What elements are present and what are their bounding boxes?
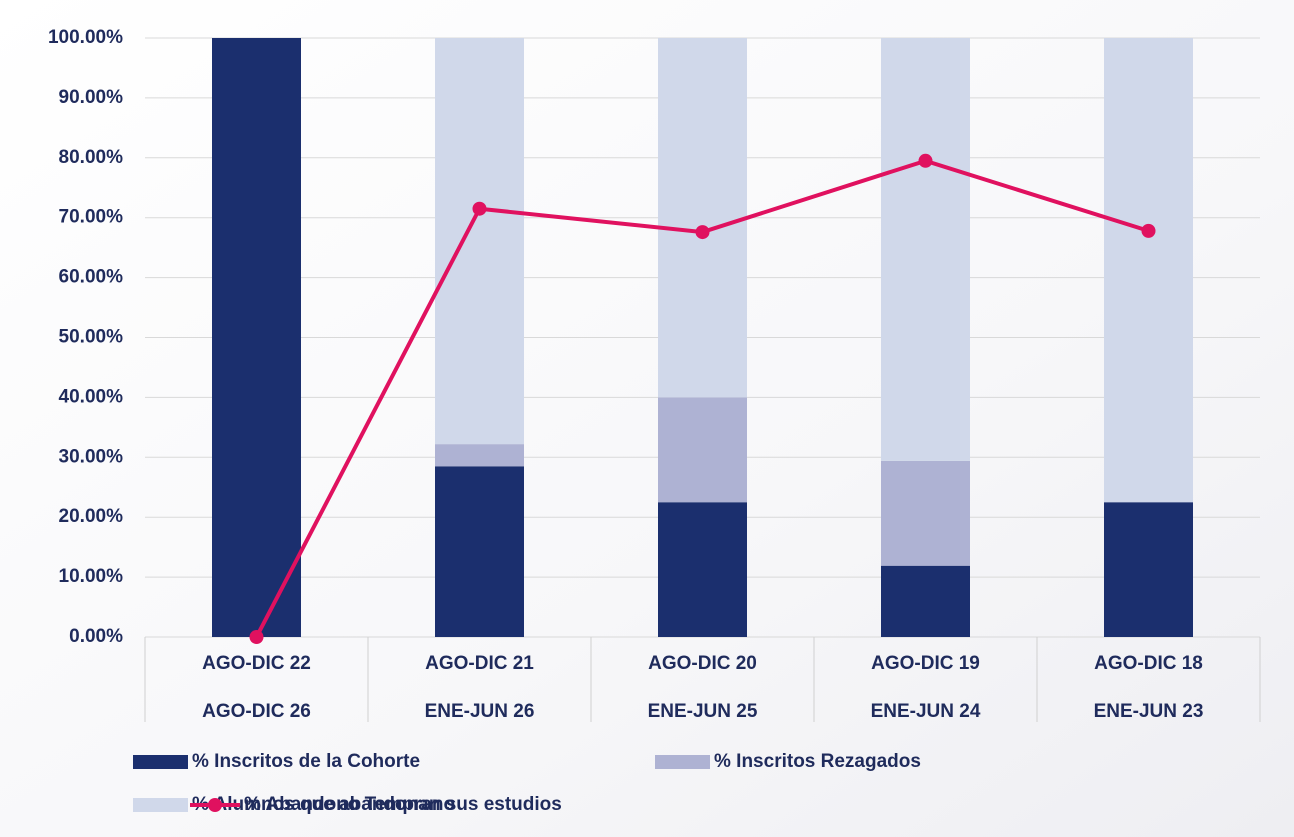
bar-segment <box>1104 502 1193 637</box>
legend-label: % Abandono Temprano <box>244 794 455 815</box>
line-marker <box>918 153 933 168</box>
bar-segment <box>658 397 747 503</box>
bar-segment <box>658 38 747 398</box>
line-marker <box>1141 223 1156 238</box>
x-tick-label: AGO-DIC 26 <box>202 701 311 722</box>
bar-segment <box>1104 38 1193 503</box>
legend-marker <box>208 798 222 812</box>
x-tick-label: AGO-DIC 19 <box>871 653 980 674</box>
bar-segment <box>881 38 970 461</box>
x-tick-label: AGO-DIC 18 <box>1094 653 1203 674</box>
x-tick-label: ENE-JUN 23 <box>1094 701 1204 722</box>
x-tick-label: AGO-DIC 21 <box>425 653 534 674</box>
legend-swatch <box>133 755 188 769</box>
x-tick-label: ENE-JUN 24 <box>871 701 981 722</box>
bar-segment <box>658 502 747 637</box>
bar-segment <box>435 466 524 637</box>
bar-segment <box>881 565 970 637</box>
y-tick-label: 90.00% <box>59 87 124 108</box>
legend-label: % Alumnos que abandonan sus estudios <box>192 794 562 815</box>
legend-label: % Inscritos de la Cohorte <box>192 751 420 772</box>
y-tick-label: 20.00% <box>59 506 124 527</box>
line-marker <box>249 630 264 644</box>
legend-swatch <box>133 798 188 812</box>
legend-swatch <box>655 755 710 769</box>
y-tick-label: 0.00% <box>69 626 123 647</box>
y-tick-label: 60.00% <box>59 267 124 288</box>
y-tick-label: 80.00% <box>59 147 124 168</box>
bar-segment <box>881 460 970 566</box>
x-tick-label: AGO-DIC 20 <box>648 653 757 674</box>
y-tick-label: 30.00% <box>59 446 124 467</box>
legend-label: % Inscritos Rezagados <box>714 751 921 772</box>
line-marker <box>472 201 487 216</box>
y-tick-label: 70.00% <box>59 207 124 228</box>
y-tick-label: 100.00% <box>48 27 123 48</box>
x-tick-label: ENE-JUN 26 <box>425 701 535 722</box>
bar-segment <box>212 38 301 637</box>
line-marker <box>695 225 710 240</box>
bar-segment <box>435 38 524 445</box>
y-tick-label: 40.00% <box>59 386 124 407</box>
x-tick-label: AGO-DIC 22 <box>202 653 311 674</box>
x-tick-label: ENE-JUN 25 <box>648 701 758 722</box>
y-tick-label: 50.00% <box>59 327 124 348</box>
y-tick-label: 10.00% <box>59 566 124 587</box>
bar-segment <box>435 444 524 467</box>
